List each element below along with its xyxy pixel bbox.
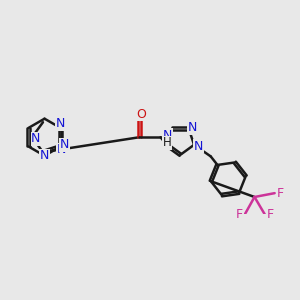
Text: N: N [56,117,65,130]
Text: F: F [277,187,284,200]
Text: N: N [194,140,203,153]
Text: H: H [163,136,172,149]
Text: O: O [136,108,146,121]
Text: N: N [56,143,66,156]
Text: N: N [40,149,49,162]
Text: N: N [31,132,40,145]
Text: N: N [188,121,197,134]
Text: F: F [266,208,273,221]
Text: F: F [236,208,243,221]
Text: N: N [60,138,69,152]
Text: N: N [163,129,172,142]
